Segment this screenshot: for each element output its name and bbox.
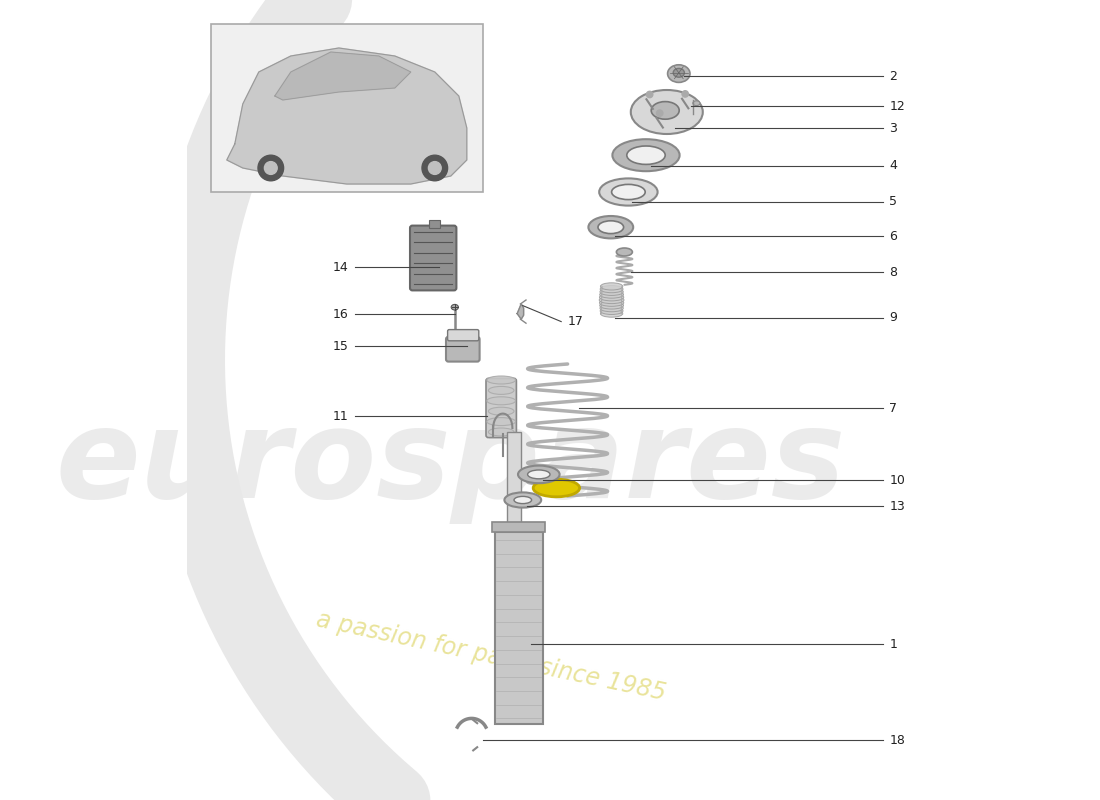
- Polygon shape: [517, 304, 524, 319]
- Ellipse shape: [488, 428, 514, 436]
- Ellipse shape: [630, 90, 703, 134]
- Circle shape: [428, 162, 441, 174]
- Ellipse shape: [627, 146, 666, 164]
- Ellipse shape: [534, 479, 580, 497]
- Circle shape: [264, 162, 277, 174]
- Ellipse shape: [600, 302, 624, 309]
- Text: 3: 3: [889, 122, 898, 134]
- Text: 2: 2: [889, 70, 898, 82]
- Polygon shape: [227, 48, 466, 184]
- Ellipse shape: [487, 418, 516, 426]
- Text: 17: 17: [568, 315, 583, 328]
- Text: 18: 18: [889, 734, 905, 746]
- Polygon shape: [275, 52, 410, 100]
- FancyBboxPatch shape: [410, 226, 456, 290]
- Ellipse shape: [673, 68, 684, 77]
- Ellipse shape: [601, 307, 623, 314]
- Text: 10: 10: [889, 474, 905, 486]
- Text: 5: 5: [889, 195, 898, 208]
- Ellipse shape: [693, 101, 700, 106]
- Ellipse shape: [600, 288, 624, 295]
- Ellipse shape: [613, 139, 680, 171]
- Ellipse shape: [528, 470, 550, 478]
- Text: 7: 7: [889, 402, 898, 414]
- Bar: [507, 432, 521, 528]
- FancyBboxPatch shape: [446, 337, 480, 362]
- Ellipse shape: [518, 466, 560, 483]
- Ellipse shape: [651, 102, 679, 119]
- Ellipse shape: [514, 496, 531, 504]
- Circle shape: [682, 90, 689, 97]
- FancyBboxPatch shape: [486, 378, 516, 438]
- Text: 8: 8: [889, 266, 898, 278]
- Text: 13: 13: [889, 500, 905, 513]
- Text: eurospares: eurospares: [56, 403, 846, 525]
- Bar: [211, 24, 483, 192]
- Text: 11: 11: [332, 410, 349, 422]
- Text: 9: 9: [889, 311, 898, 324]
- Ellipse shape: [451, 304, 459, 310]
- Text: 4: 4: [889, 159, 898, 172]
- Ellipse shape: [600, 299, 624, 306]
- Bar: [493, 522, 546, 532]
- Text: 12: 12: [889, 100, 905, 113]
- Text: 16: 16: [332, 308, 349, 321]
- Ellipse shape: [600, 294, 624, 301]
- Ellipse shape: [616, 248, 632, 256]
- Circle shape: [258, 155, 284, 181]
- Circle shape: [647, 91, 652, 98]
- Ellipse shape: [612, 184, 646, 200]
- Text: 14: 14: [332, 261, 349, 274]
- Ellipse shape: [601, 282, 623, 290]
- Ellipse shape: [600, 305, 624, 312]
- Ellipse shape: [598, 221, 624, 234]
- Ellipse shape: [487, 397, 516, 405]
- Text: 1: 1: [889, 638, 898, 650]
- Ellipse shape: [600, 296, 624, 304]
- Ellipse shape: [588, 216, 634, 238]
- Ellipse shape: [600, 178, 658, 206]
- Ellipse shape: [487, 376, 516, 384]
- Ellipse shape: [601, 286, 623, 293]
- FancyBboxPatch shape: [448, 330, 478, 341]
- Ellipse shape: [488, 386, 514, 394]
- Ellipse shape: [601, 310, 623, 318]
- Ellipse shape: [505, 492, 541, 508]
- Bar: [429, 220, 440, 228]
- Text: 6: 6: [889, 230, 898, 242]
- Text: 15: 15: [332, 340, 349, 353]
- Ellipse shape: [668, 65, 690, 82]
- Circle shape: [657, 110, 663, 116]
- Circle shape: [422, 155, 448, 181]
- Text: a passion for parts since 1985: a passion for parts since 1985: [314, 607, 668, 705]
- Ellipse shape: [488, 407, 514, 415]
- Ellipse shape: [600, 291, 624, 298]
- Bar: [495, 532, 542, 724]
